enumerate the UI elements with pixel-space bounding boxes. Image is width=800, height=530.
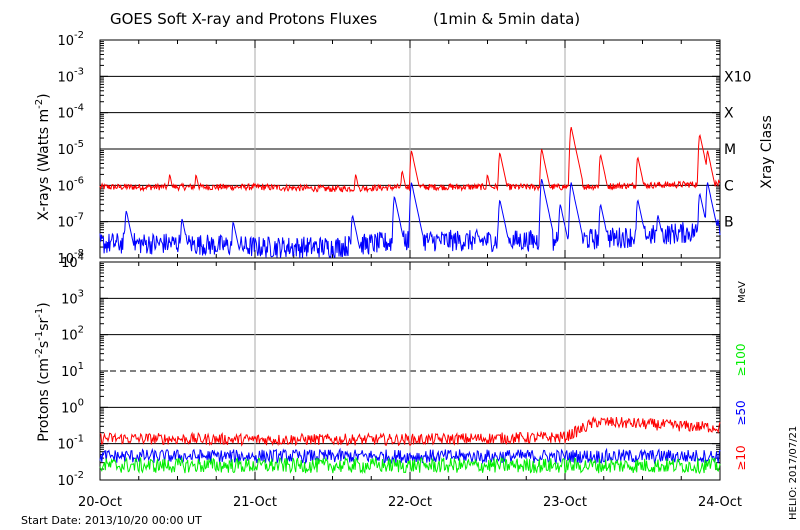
- xray-y-tick-label: 10-8: [57, 248, 84, 267]
- xray-plot-frame: [99, 39, 721, 259]
- xray-y-tick-label: 10-3: [57, 66, 84, 85]
- xray-y-axis-label: X-rays (Watts m-2): [34, 93, 52, 220]
- proton-y-tick-label: 104: [61, 252, 84, 271]
- proton-plot-frame: [99, 261, 721, 481]
- proton-y-tick-label: 10-1: [57, 434, 84, 453]
- xray-class-label: X: [724, 106, 734, 122]
- chart-subtitle: (1min & 5min data): [433, 10, 580, 28]
- xray-class-label: B: [724, 215, 734, 231]
- proton-legend-entry: ≥100: [734, 344, 748, 377]
- xray-y-tick-label: 10-4: [57, 103, 84, 122]
- xray-y-tick-label: 10-5: [57, 139, 84, 158]
- proton-panel: 10-2 10-1 100 101 102 103 104 ≥10 ≥50 ≥100 20-Oct 2…: [57, 252, 748, 510]
- x-tick-label: 24-Oct: [698, 495, 742, 510]
- proton-y-tick-label: 102: [61, 325, 84, 344]
- proton-series-line-2: [99, 456, 721, 475]
- proton-y-axis-label: Protons (cm-2s-1sr-1): [34, 302, 52, 441]
- chart-title: GOES Soft X-ray and Protons Fluxes: [110, 10, 377, 28]
- xray-class-label: X10: [724, 69, 751, 85]
- proton-y-tick-label: 103: [61, 288, 84, 307]
- x-tick-label: 21-Oct: [233, 495, 277, 510]
- xray-class-label: M: [724, 142, 736, 158]
- xray-panel: 10-8 10-7 10-6 10-5 10-4 10-3 10-2 B C M X X10: [57, 30, 751, 267]
- xray-y-tick-label: 10-2: [57, 30, 84, 49]
- mev-units-label: MeV: [737, 281, 748, 303]
- proton-series-line-0: [99, 415, 721, 447]
- xray-y-tick-label: 10-6: [57, 175, 84, 194]
- xray-long-channel-line: [99, 126, 721, 194]
- xray-class-axis-label: Xray Class: [759, 115, 775, 189]
- proton-y-tick-label: 100: [61, 397, 84, 416]
- proton-legend-entry: ≥50: [734, 400, 748, 425]
- xray-class-label: C: [724, 178, 734, 194]
- proton-legend-entry: ≥10: [734, 445, 748, 470]
- start-date-label: Start Date: 2013/10/20 00:00 UT: [21, 514, 202, 527]
- credit-label: HELIO: 2017/07/21: [788, 426, 799, 520]
- xray-short-channel-line: [99, 179, 721, 259]
- x-tick-label: 23-Oct: [543, 495, 587, 510]
- x-tick-label: 20-Oct: [78, 495, 122, 510]
- xray-y-tick-label: 10-7: [57, 212, 84, 231]
- x-tick-label: 22-Oct: [388, 495, 432, 510]
- proton-y-tick-label: 10-2: [57, 470, 84, 489]
- proton-y-tick-label: 101: [61, 361, 84, 380]
